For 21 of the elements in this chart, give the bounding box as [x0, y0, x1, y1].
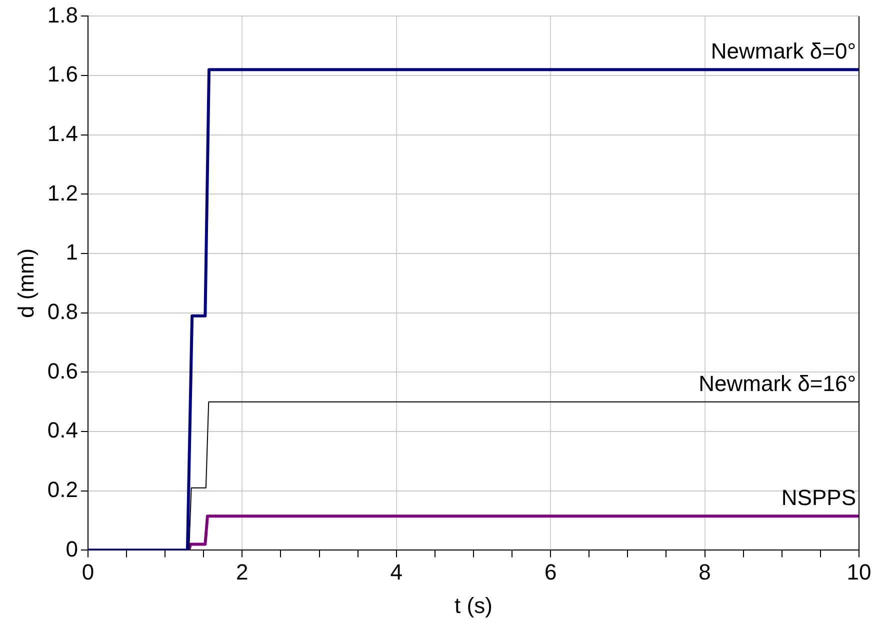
x-axis-title: t (s) — [454, 592, 492, 618]
series-label: NSPPS — [781, 485, 856, 510]
x-tick-label: 2 — [236, 559, 248, 584]
y-tick-label: 1.2 — [47, 180, 78, 206]
x-tick-label: 4 — [390, 559, 403, 584]
x-tick-label: 6 — [544, 559, 557, 584]
series-label: Newmark δ=16° — [698, 370, 856, 396]
y-tick-label: 0.2 — [47, 476, 78, 502]
y-tick-label: 1.8 — [47, 2, 78, 28]
x-tick-label: 0 — [82, 559, 94, 584]
y-axis-title: d (mm) — [13, 248, 38, 318]
x-tick-label: 8 — [698, 559, 711, 584]
y-tick-label: 0 — [66, 536, 78, 562]
x-tick-label: 10 — [846, 559, 872, 584]
y-tick-label: 0.6 — [47, 358, 78, 384]
series-label: Newmark δ=0° — [710, 38, 856, 64]
y-tick-label: 1 — [66, 240, 78, 265]
y-tick-label: 1.4 — [47, 120, 78, 146]
y-tick-label: 1.6 — [47, 62, 78, 87]
y-tick-label: 0.4 — [47, 418, 78, 443]
y-tick-label: 0.8 — [47, 298, 78, 324]
